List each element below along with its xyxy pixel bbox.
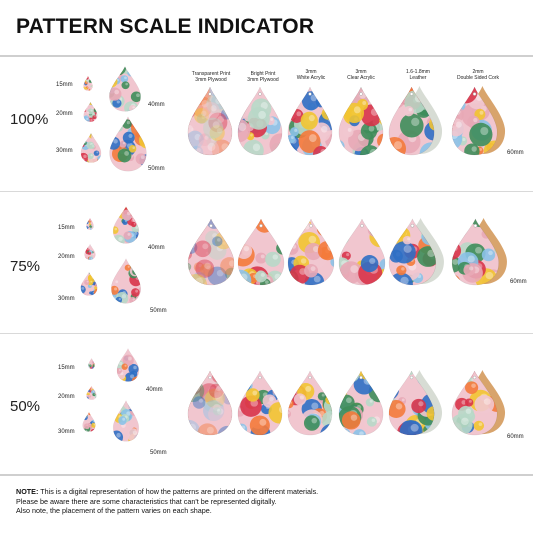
size-label-20: 20mm [56, 111, 73, 117]
size-label-30: 30mm [58, 429, 75, 435]
divider-bottom [0, 474, 533, 476]
scale-label-100: 100% [10, 111, 49, 128]
size-label-20: 20mm [58, 394, 75, 400]
material-swatch-2-2 [286, 370, 334, 436]
swatch-small-1-0 [86, 218, 94, 230]
material-swatch-2-4 [387, 370, 445, 436]
swatch-large-2-0 [116, 348, 140, 382]
size-label-50: 50mm [148, 166, 165, 172]
scale-section-75: 75% 15mm 20mm 30mm 40mm 50mm 60mm [0, 192, 533, 333]
swatch-large-2-1 [112, 400, 140, 442]
swatch-large-1-1 [110, 258, 142, 304]
swatch-large-0-0 [108, 66, 142, 112]
material-label-transparent-plywood: Transparent Print 3mm Plywood [191, 71, 231, 83]
swatch-small-2-1 [86, 386, 97, 400]
material-swatch-0-0 [186, 86, 234, 156]
page-title: PATTERN SCALE INDICATOR [16, 15, 315, 38]
swatch-small-2-2 [82, 412, 96, 432]
swatch-large-0-1 [108, 116, 148, 172]
material-swatch-2-3 [337, 370, 385, 436]
divider-2 [0, 333, 533, 334]
material-swatch-2-1 [236, 370, 284, 436]
material-swatch-2-5 [450, 370, 508, 436]
material-label-clear-acrylic: 3mm Clear Acrylic [347, 69, 375, 81]
material-swatch-0-2 [286, 86, 334, 156]
size-label-60: 60mm [507, 150, 524, 156]
material-swatch-0-3 [337, 86, 385, 156]
material-swatch-0-1 [236, 86, 284, 156]
material-swatch-1-3 [337, 218, 387, 286]
scale-section-100: 100% 15mm 20mm 30mm 40mm 50mm 60mm Trans… [0, 56, 533, 191]
material-swatch-0-5 [450, 86, 508, 156]
material-label-bright-plywood: Bright Print 3mm Plywood [247, 71, 279, 83]
size-label-15: 15mm [56, 82, 73, 88]
size-label-30: 30mm [56, 148, 73, 154]
material-label-cork: 2mm Double Sided Cork [457, 69, 499, 81]
size-label-50: 50mm [150, 308, 167, 314]
size-label-15: 15mm [58, 365, 75, 371]
material-swatch-1-0 [186, 218, 236, 286]
material-swatch-1-4 [387, 218, 447, 286]
swatch-small-1-2 [80, 272, 98, 296]
size-label-40: 40mm [148, 245, 165, 251]
size-label-20: 20mm [58, 254, 75, 260]
size-label-30: 30mm [58, 296, 75, 302]
size-label-40: 40mm [146, 387, 163, 393]
swatch-small-0-1 [83, 102, 98, 122]
swatch-small-1-1 [84, 244, 96, 260]
size-label-60: 60mm [507, 434, 524, 440]
material-label-white-acrylic: 3mm White Acrylic [296, 69, 326, 81]
material-label-leather: 1.6-1.8mm Leather [406, 69, 430, 81]
material-swatch-0-4 [387, 86, 445, 156]
size-label-15: 15mm [58, 225, 75, 231]
material-swatch-1-2 [286, 218, 336, 286]
note-text: NOTE: This is a digital representation o… [16, 487, 319, 515]
scale-label-50: 50% [10, 398, 41, 415]
material-swatch-2-0 [186, 370, 234, 436]
swatch-small-0-0 [83, 76, 93, 91]
size-label-60: 60mm [510, 279, 527, 285]
scale-section-50: 50% 15mm 20mm 30mm 40mm 50mm 60mm [0, 334, 533, 474]
swatch-large-1-0 [112, 206, 140, 244]
scale-label-75: 75% [10, 258, 41, 275]
material-swatch-1-5 [450, 218, 510, 286]
divider-1 [0, 191, 533, 192]
size-label-40: 40mm [148, 102, 165, 108]
size-label-50: 50mm [150, 450, 167, 456]
swatch-small-0-2 [80, 133, 102, 163]
divider-top [0, 55, 533, 57]
swatch-small-2-0 [88, 358, 95, 369]
material-swatch-1-1 [236, 218, 286, 286]
